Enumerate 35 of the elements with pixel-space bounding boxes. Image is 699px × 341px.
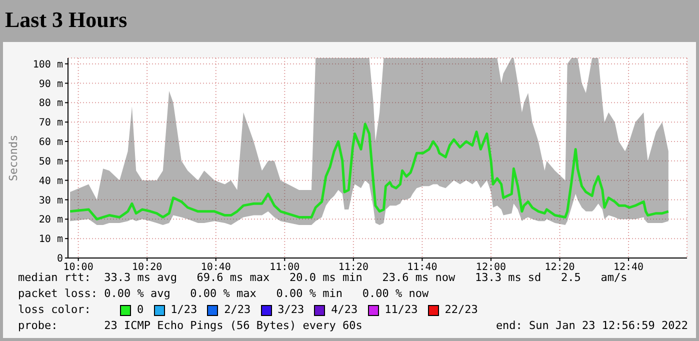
x-tick-label: 10:20 <box>132 262 162 274</box>
y-tick-label: 50 m <box>38 156 63 168</box>
x-tick-label: 10:00 <box>63 262 94 274</box>
text: median rtt: 33.3 ms avg 69.6 ms max 20.0 ms min 23.6 ms now 13.3 ms sd 2.5 am/s <box>18 270 628 286</box>
text: loss color: <box>18 302 92 318</box>
y-axis-title: Seconds <box>6 134 20 182</box>
x-tick-label: 10:40 <box>200 262 231 274</box>
y-tick-label: 90 m <box>38 78 63 90</box>
text: 22/23 <box>444 302 478 318</box>
text: 11/23 <box>384 302 418 318</box>
y-tick-label: 80 m <box>38 98 63 110</box>
y-tick-label: 100 m <box>32 59 63 70</box>
x-tick-label: 12:00 <box>476 262 506 274</box>
x-tick-label: 11:00 <box>270 262 300 274</box>
x-tick-label: 12:40 <box>613 262 644 274</box>
y-tick-label: 70 m <box>38 118 63 129</box>
text: 0 <box>136 302 144 318</box>
x-tick-label: 11:20 <box>338 262 368 274</box>
y-tick-label: 0 <box>56 254 63 265</box>
text: end: Sun Jan 23 12:56:59 2022 <box>496 318 688 334</box>
y-tick-label: 40 m <box>38 176 63 187</box>
text: packet loss: 0.00 % avg 0.00 % max 0.00 % min 0.00 % now <box>18 286 430 302</box>
y-tick-label: 30 m <box>38 195 63 206</box>
text: 2/23 <box>223 302 251 318</box>
text: 4/23 <box>330 302 358 318</box>
text: 1/23 <box>170 302 198 318</box>
chart-title: Last 3 Hours <box>4 6 128 34</box>
y-tick-label: 20 m <box>38 214 63 226</box>
text: probe: 23 ICMP Echo Pings (56 Bytes) every 60s <box>18 318 362 334</box>
y-tick-label: 60 m <box>38 137 63 148</box>
text: 3/23 <box>276 302 304 318</box>
y-tick-label: 10 m <box>38 234 63 246</box>
x-tick-label: 11:40 <box>407 262 438 274</box>
x-tick-label: 12:20 <box>544 262 575 274</box>
line-series <box>68 122 670 220</box>
